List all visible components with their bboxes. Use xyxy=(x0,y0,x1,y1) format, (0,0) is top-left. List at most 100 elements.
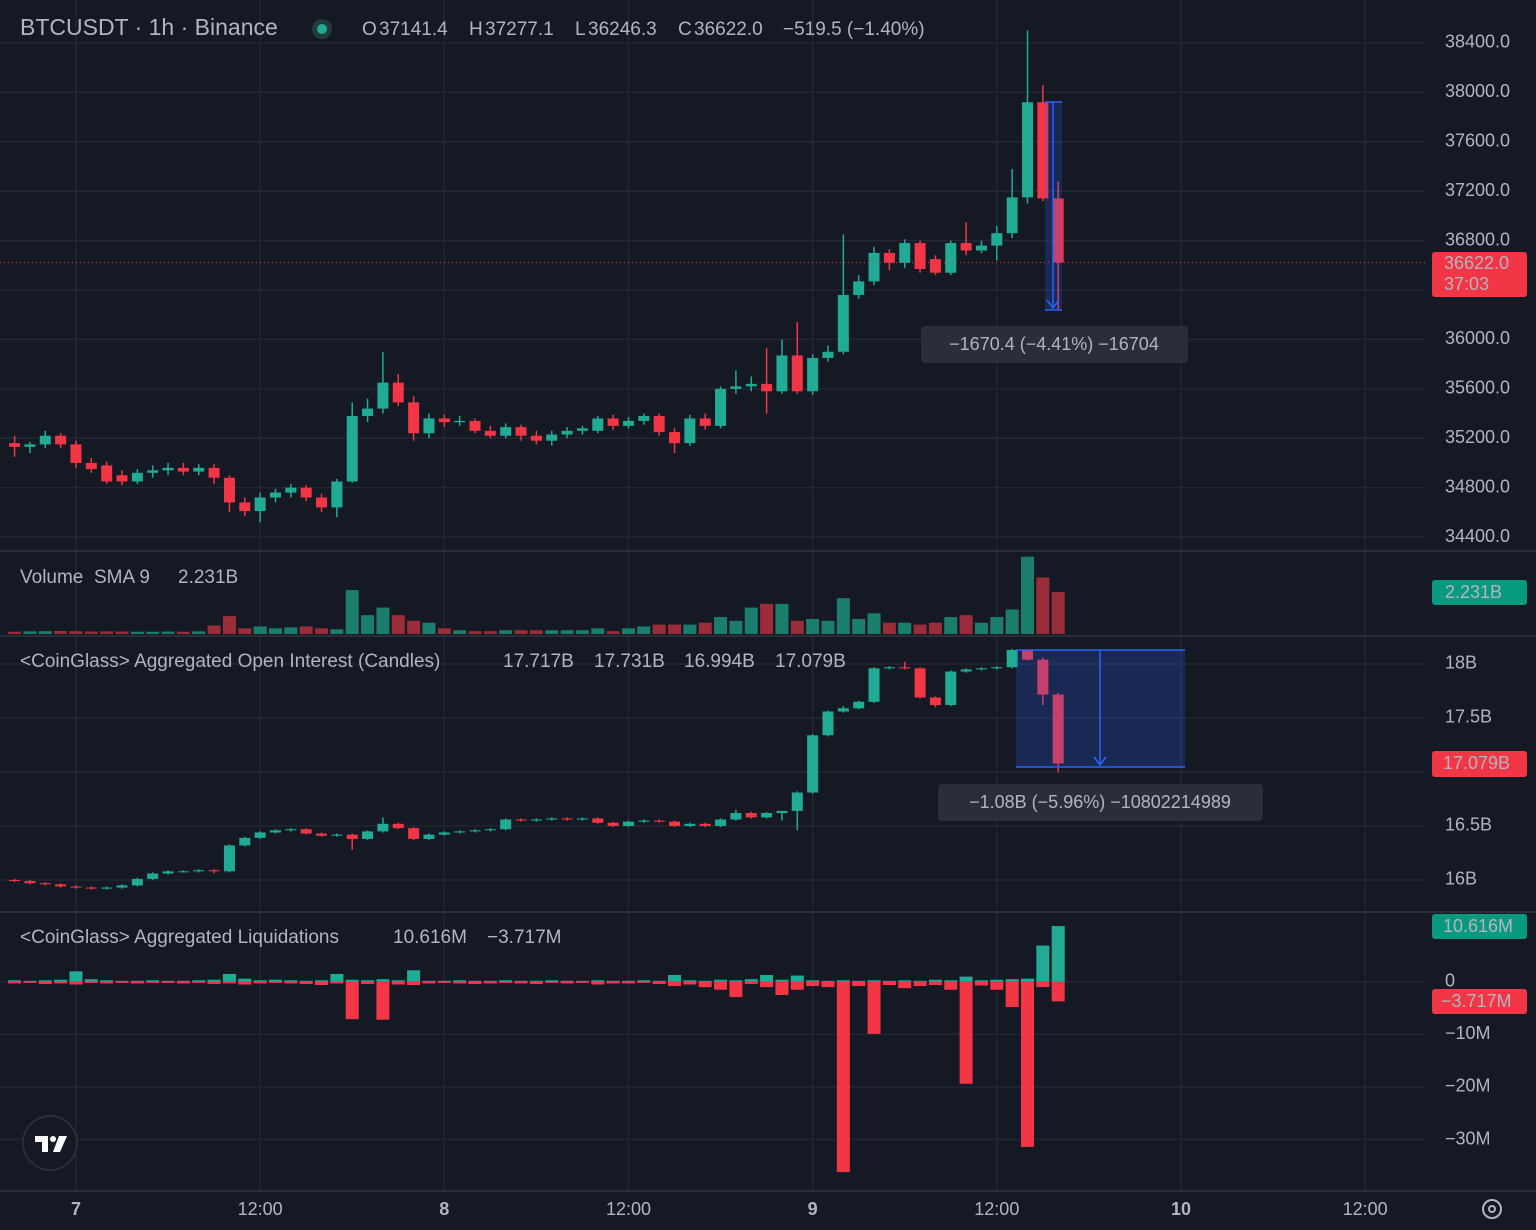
candle-body xyxy=(822,711,834,736)
candle-body xyxy=(70,886,82,888)
bar xyxy=(1005,981,1019,1008)
logo-mark xyxy=(35,1136,48,1152)
bar xyxy=(714,981,728,990)
bar xyxy=(729,620,743,634)
bar xyxy=(361,981,375,984)
legend-label: O xyxy=(362,19,377,40)
y-tick-label: −20M xyxy=(1445,1076,1491,1096)
bar xyxy=(115,981,129,983)
bar xyxy=(422,981,436,984)
candle-body xyxy=(684,823,696,826)
candle-body xyxy=(515,819,527,821)
bar xyxy=(944,981,958,990)
bar xyxy=(146,980,160,982)
candle-body xyxy=(131,878,143,886)
candle-body xyxy=(914,668,926,698)
bar xyxy=(253,981,267,984)
candle-body xyxy=(239,837,251,846)
logo-circle[interactable] xyxy=(22,1115,78,1171)
candle-body xyxy=(622,821,634,826)
bar xyxy=(852,618,866,634)
candle-body xyxy=(362,831,374,839)
bar xyxy=(637,980,651,982)
x-tick-label: 9 xyxy=(808,1199,818,1219)
bar xyxy=(407,970,421,982)
candle-body xyxy=(607,418,619,426)
bar xyxy=(146,981,160,983)
bar xyxy=(529,981,543,984)
candle-body xyxy=(438,418,450,423)
candle-body xyxy=(162,467,174,471)
candle-body xyxy=(561,430,573,435)
candle-body xyxy=(147,873,159,879)
bar xyxy=(453,630,467,634)
candle-body xyxy=(929,697,941,706)
bar xyxy=(69,981,83,985)
last-volume: 2.231B xyxy=(1445,582,1502,602)
bar xyxy=(867,980,881,982)
candle-body xyxy=(853,281,865,295)
candle-body xyxy=(899,667,911,669)
candle-body xyxy=(408,402,420,434)
bar xyxy=(38,980,52,982)
bar xyxy=(330,973,344,982)
bar xyxy=(253,980,267,982)
x-tick-label: 7 xyxy=(71,1199,81,1219)
candle-body xyxy=(883,252,895,263)
bar xyxy=(867,981,881,1034)
candle-body xyxy=(1022,649,1034,660)
bar xyxy=(790,620,804,634)
bar xyxy=(130,980,144,982)
last-long-liq-box xyxy=(1432,989,1527,1014)
bar xyxy=(729,981,743,998)
bar xyxy=(361,615,375,634)
bar xyxy=(1051,591,1065,634)
bar xyxy=(54,979,68,982)
logo[interactable] xyxy=(22,1115,78,1171)
settings-icon[interactable] xyxy=(1482,1199,1502,1219)
bar xyxy=(115,980,129,982)
bar xyxy=(652,624,666,634)
settings-button[interactable] xyxy=(1482,1199,1502,1219)
bar xyxy=(928,622,942,634)
bar xyxy=(790,975,804,982)
bar xyxy=(560,980,574,982)
bar xyxy=(744,979,758,982)
candle-body xyxy=(55,884,67,887)
legend-change: −519.5 (−1.40%) xyxy=(783,19,925,40)
bar xyxy=(1005,979,1019,982)
bar xyxy=(882,622,896,634)
x-tick-label: 12:00 xyxy=(238,1199,283,1219)
candle-body xyxy=(377,823,389,832)
bar xyxy=(898,622,912,634)
candle-body xyxy=(868,252,880,282)
bar xyxy=(238,628,252,634)
bar xyxy=(652,980,666,982)
bar xyxy=(84,981,98,983)
bar xyxy=(882,981,896,986)
candle-body xyxy=(807,357,819,392)
bar xyxy=(407,620,421,634)
bar xyxy=(1036,577,1050,634)
x-tick-label: 12:00 xyxy=(606,1199,651,1219)
bar xyxy=(729,980,743,982)
indicator-value: 2.231B xyxy=(178,567,238,588)
last-short-liq-box xyxy=(1432,914,1527,939)
measure-arrowhead xyxy=(1046,299,1060,310)
y-tick-label: 35200.0 xyxy=(1445,427,1510,447)
bar xyxy=(714,617,728,634)
bar xyxy=(744,981,758,984)
candle-body xyxy=(975,668,987,670)
legend-value: 36246.3 xyxy=(588,19,657,40)
candle-body xyxy=(1006,649,1018,668)
bar xyxy=(207,981,221,984)
candle-body xyxy=(208,870,220,872)
measure-arrowhead xyxy=(1093,756,1107,767)
bar xyxy=(529,630,543,634)
bar xyxy=(499,980,513,982)
measure-text: −1670.4 (−4.41%) −16704 xyxy=(949,334,1159,354)
bar xyxy=(760,975,774,982)
bar xyxy=(345,590,359,634)
